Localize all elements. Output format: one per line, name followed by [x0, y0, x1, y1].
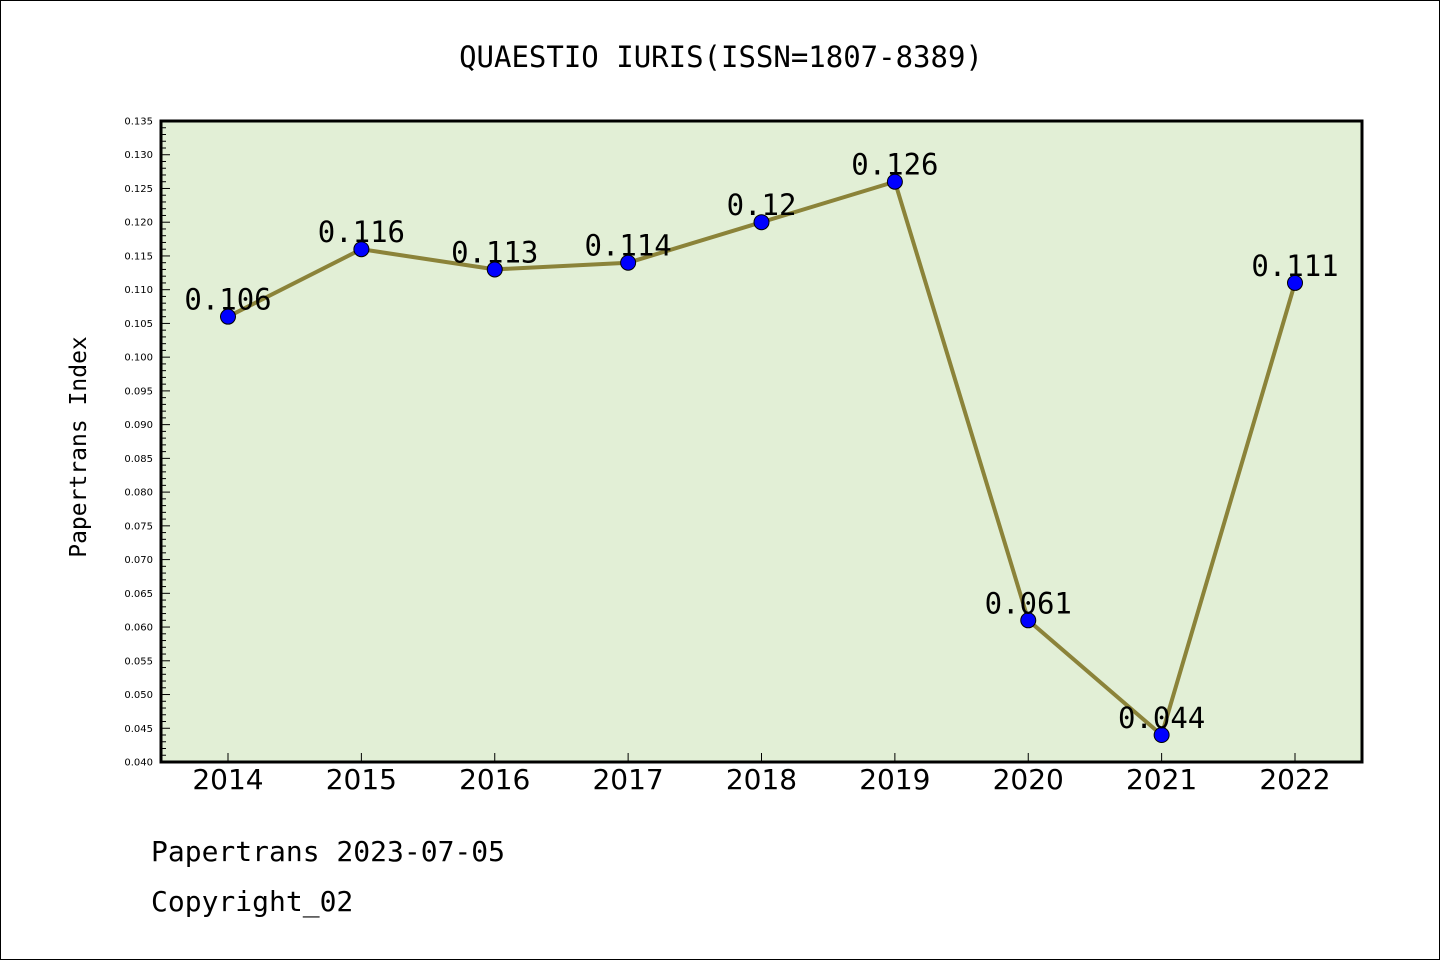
footer-date-text: Papertrans 2023-07-05	[151, 835, 506, 868]
data-label: 0.044	[1118, 701, 1205, 735]
data-label: 0.113	[451, 235, 538, 269]
y-tick-label: 0.080	[124, 488, 153, 499]
series-layer: 0.106 0.116 0.113 0.114 0.12 0.126 0.061 0.044 0…	[184, 148, 1339, 744]
data-label: 0.116	[318, 215, 405, 249]
x-tick-label: 2016	[459, 763, 530, 796]
y-tick-label: 0.070	[124, 555, 153, 566]
x-tick-label: 2017	[592, 763, 663, 796]
y-tick-label: 0.040	[124, 758, 153, 769]
data-point-marker	[1020, 612, 1037, 629]
data-point-marker	[486, 261, 503, 278]
y-tick-label: 0.050	[124, 690, 153, 701]
y-tick-label: 0.110	[124, 285, 153, 296]
y-axis-label: Papertrans Index	[66, 336, 92, 558]
data-label: 0.111	[1251, 249, 1338, 283]
y-tick-label: 0.100	[124, 353, 153, 364]
footer-copyright-text: Copyright_02	[151, 885, 354, 918]
y-tick-label: 0.125	[124, 184, 153, 195]
data-label: 0.061	[985, 586, 1072, 620]
data-label: 0.126	[851, 148, 938, 182]
x-tick-label: 2014	[192, 763, 263, 796]
y-tick-label: 0.075	[124, 521, 153, 532]
x-tick-label: 2015	[326, 763, 397, 796]
x-tick-label: 2021	[1126, 763, 1197, 796]
y-tick-label: 0.090	[124, 420, 153, 431]
data-point-marker	[1153, 727, 1170, 744]
data-point-marker	[353, 241, 370, 258]
y-tick-label: 0.095	[124, 386, 153, 397]
data-label: 0.12	[727, 188, 797, 222]
y-tick-label: 0.045	[124, 724, 153, 735]
x-tick-label: 2022	[1259, 763, 1330, 796]
x-tick-label: 2019	[859, 763, 930, 796]
x-tick-label: 2018	[726, 763, 797, 796]
y-tick-label: 0.085	[124, 454, 153, 465]
y-tick-label: 0.060	[124, 623, 153, 634]
data-point-marker	[1287, 274, 1303, 291]
data-point-marker	[620, 254, 637, 271]
y-tick-label: 0.065	[124, 589, 153, 600]
y-tick-label: 0.055	[124, 656, 153, 667]
data-point-marker	[886, 173, 903, 190]
data-label: 0.106	[184, 283, 271, 317]
y-tick-label: 0.120	[124, 218, 153, 229]
y-tick-label: 0.135	[124, 117, 153, 128]
y-axis-ticks: 0.040 0.045 0.050 0.055 0.060 0.065 0.070 0.075…	[124, 117, 170, 769]
data-point-marker	[220, 308, 236, 325]
plot-border	[159, 119, 1364, 764]
y-tick-label: 0.130	[124, 150, 153, 161]
x-tick-label: 2020	[993, 763, 1064, 796]
data-label: 0.114	[584, 229, 671, 263]
y-tick-label: 0.115	[124, 251, 153, 262]
chart-title: QUAESTIO IURIS(ISSN=1807-8389)	[459, 40, 983, 74]
y-tick-label: 0.105	[124, 319, 153, 330]
data-point-marker	[753, 214, 770, 231]
